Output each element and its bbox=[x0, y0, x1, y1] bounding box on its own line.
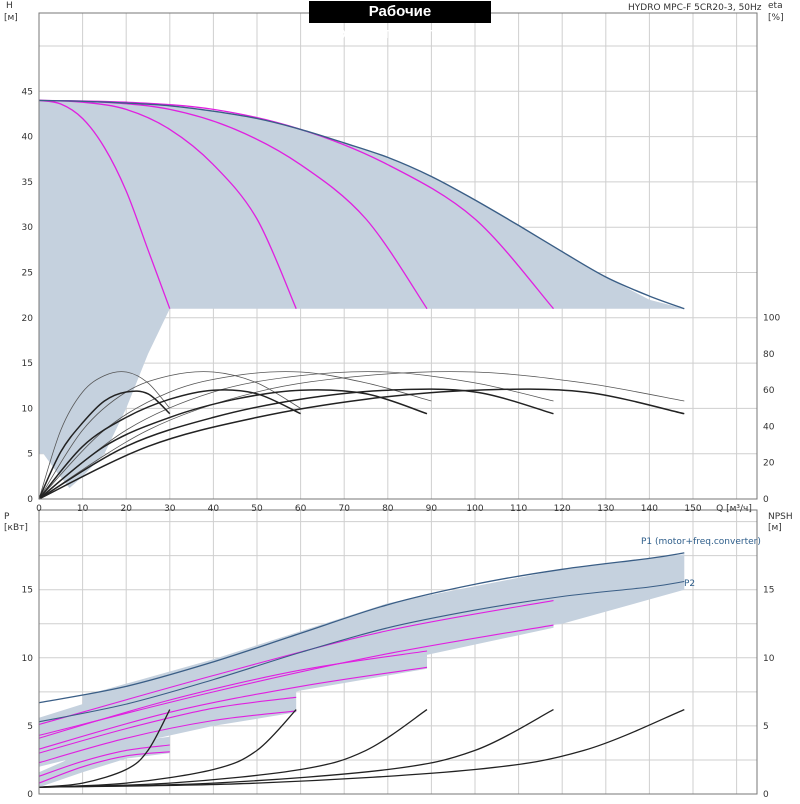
y-axis-label-p: P bbox=[4, 512, 10, 522]
y-tick-label-eta: 80 bbox=[763, 350, 775, 360]
y-tick-label-head: 45 bbox=[22, 87, 33, 97]
x-tick-label: 90 bbox=[426, 504, 438, 514]
efficiency-curve bbox=[38, 390, 171, 500]
x-tick-label: 110 bbox=[510, 504, 527, 514]
power-curve bbox=[38, 600, 554, 726]
x-tick-label: 0 bbox=[36, 504, 42, 514]
power-curve bbox=[38, 696, 297, 754]
x-tick-label: 120 bbox=[554, 504, 571, 514]
y-tick-label-head: 30 bbox=[22, 223, 34, 233]
efficiency-curve bbox=[38, 389, 301, 500]
y-axis-label-eta: eta bbox=[768, 1, 783, 11]
y-tick-label-head: 35 bbox=[22, 178, 33, 188]
y-tick-label-head: 15 bbox=[22, 359, 33, 369]
y-tick-label-eta: 60 bbox=[763, 386, 775, 396]
y-tick-label-npsh: 10 bbox=[763, 654, 775, 664]
x-tick-label: 140 bbox=[641, 504, 658, 514]
y-tick-label-power: 5 bbox=[27, 722, 33, 732]
y-tick-label-head: 25 bbox=[22, 269, 33, 279]
y-tick-label-head: 40 bbox=[22, 133, 34, 143]
x-tick-label: 70 bbox=[338, 504, 350, 514]
y-axis-unit-npsh: [м] bbox=[768, 523, 782, 533]
x-tick-label: 10 bbox=[77, 504, 89, 514]
y-tick-label-power: 10 bbox=[22, 654, 34, 664]
y-tick-label-eta: 40 bbox=[763, 422, 775, 432]
power-frame bbox=[38, 509, 758, 795]
y-tick-label-npsh: 15 bbox=[763, 586, 774, 596]
x-tick-label: 130 bbox=[597, 504, 614, 514]
head-curve bbox=[38, 99, 297, 309]
y-axis-unit-p: [кВт] bbox=[4, 523, 28, 533]
x-axis-label: Q [м³/ч] bbox=[716, 504, 752, 514]
y-tick-label-eta: 0 bbox=[763, 495, 769, 505]
power-range-band bbox=[82, 554, 685, 718]
npsh-curve bbox=[38, 708, 685, 788]
y-tick-label-eta: 100 bbox=[763, 314, 780, 324]
p2-label: P2 bbox=[684, 579, 695, 589]
y-tick-label-head: 5 bbox=[27, 450, 33, 460]
head-curve bbox=[38, 99, 171, 309]
chart-title: Рабочие характеристики bbox=[309, 1, 491, 42]
x-tick-label: 40 bbox=[208, 504, 220, 514]
p1-curve bbox=[38, 552, 685, 704]
y-tick-label-head: 0 bbox=[27, 495, 33, 505]
efficiency-curve bbox=[38, 388, 554, 500]
y-tick-label-power: 0 bbox=[27, 790, 33, 800]
npsh-curve bbox=[38, 709, 171, 788]
x-tick-label: 80 bbox=[382, 504, 394, 514]
efficiency-curve-thin bbox=[38, 371, 171, 500]
y-tick-label-head: 20 bbox=[22, 314, 34, 324]
efficiency-curve bbox=[38, 388, 685, 500]
x-tick-label: 20 bbox=[120, 504, 132, 514]
x-tick-label: 150 bbox=[684, 504, 701, 514]
p1-label: P1 (motor+freq.converter) bbox=[641, 537, 761, 547]
model-label: HYDRO MPC-F 5CR20-3, 50Hz bbox=[628, 3, 762, 13]
y-tick-label-power: 15 bbox=[22, 586, 33, 596]
x-tick-label: 100 bbox=[466, 504, 483, 514]
y-axis-unit-eta: [%] bbox=[768, 13, 784, 23]
efficiency-curve-thin bbox=[38, 371, 301, 500]
power-curve bbox=[38, 751, 170, 784]
y-axis-unit-h: [м] bbox=[4, 13, 18, 23]
efficiency-curve bbox=[38, 389, 428, 500]
y-tick-label-npsh: 0 bbox=[763, 790, 769, 800]
head-curve-max bbox=[38, 99, 685, 310]
y-axis-label-h: H bbox=[6, 1, 13, 11]
y-tick-label-head: 10 bbox=[22, 404, 34, 414]
p2-curve bbox=[38, 580, 685, 723]
power-range-band bbox=[39, 686, 297, 767]
x-tick-label: 30 bbox=[164, 504, 176, 514]
power-curve bbox=[38, 666, 428, 750]
x-tick-label: 60 bbox=[295, 504, 307, 514]
power-range-band bbox=[39, 736, 170, 788]
efficiency-curve-thin bbox=[38, 371, 554, 500]
y-tick-label-eta: 20 bbox=[763, 459, 775, 469]
efficiency-curve-thin bbox=[38, 371, 685, 500]
power-curve bbox=[38, 710, 297, 764]
operating-range-band bbox=[39, 100, 685, 489]
power-curve bbox=[38, 624, 554, 736]
x-tick-label: 50 bbox=[251, 504, 263, 514]
y-axis-label-npsh: NPSH bbox=[768, 512, 793, 522]
y-tick-label-npsh: 5 bbox=[763, 722, 769, 732]
